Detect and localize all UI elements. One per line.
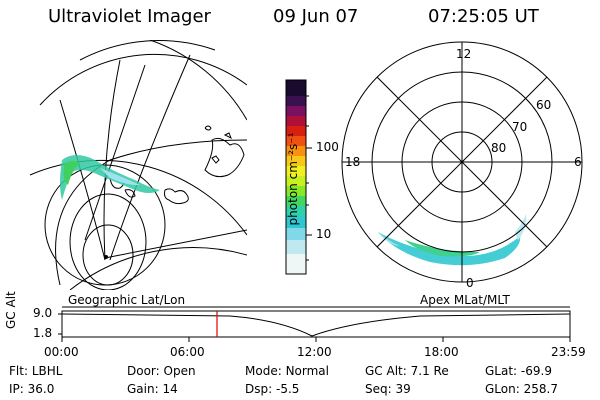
colorbar-unit-label: photon cm⁻²s⁻¹ — [286, 132, 300, 226]
colorbar-tick-100: 100 — [316, 140, 339, 154]
mlt-label-6: 6 — [574, 155, 582, 169]
status-glat: GLat: -69.9 — [485, 364, 552, 378]
date-label: 09 Jun 07 — [273, 6, 359, 27]
status-gc-alt: GC Alt: 7.1 Re — [365, 364, 449, 378]
app-title: Ultraviolet Imager — [48, 6, 211, 27]
timeline-xtick-0000: 00:00 — [44, 345, 79, 359]
timeline-ytick-1-8: 1.8 — [33, 326, 53, 340]
timeline-xtick-2359: 23:59 — [551, 345, 586, 359]
status-door: Door: Open — [127, 364, 196, 378]
time-label: 07:25:05 UT — [428, 6, 539, 27]
timeline-xtick-0600: 06:00 — [170, 345, 205, 359]
timeline-xtick-1800: 18:00 — [424, 345, 459, 359]
mlt-label-0: 0 — [466, 276, 474, 290]
status-mode: Mode: Normal — [245, 364, 329, 378]
mlat-label-80: 80 — [491, 141, 507, 155]
status-ip: IP: 36.0 — [9, 382, 55, 396]
status-dsp: Dsp: -5.5 — [245, 382, 300, 396]
mlt-label-18: 18 — [345, 155, 361, 169]
geographic-label: Geographic Lat/Lon — [68, 293, 186, 307]
timeline-xtick-1200: 12:00 — [297, 345, 332, 359]
status-seq: Seq: 39 — [365, 382, 411, 396]
apex-label: Apex MLat/MLT — [420, 293, 510, 307]
mlat-label-70: 70 — [512, 120, 528, 134]
status-flt: Flt: LBHL — [9, 364, 63, 378]
polar-plot — [341, 41, 583, 283]
status-glon: GLon: 258.7 — [485, 382, 558, 396]
mlat-label-60: 60 — [536, 98, 552, 112]
timeline-ytick-9: 9.0 — [33, 306, 53, 320]
altitude-timeline — [58, 306, 571, 342]
colorbar — [285, 79, 312, 275]
timeline-ylabel: GC Alt — [4, 291, 18, 329]
mlt-label-12: 12 — [456, 47, 472, 61]
status-gain: Gain: 14 — [127, 382, 178, 396]
colorbar-tick-10: 10 — [316, 227, 332, 241]
